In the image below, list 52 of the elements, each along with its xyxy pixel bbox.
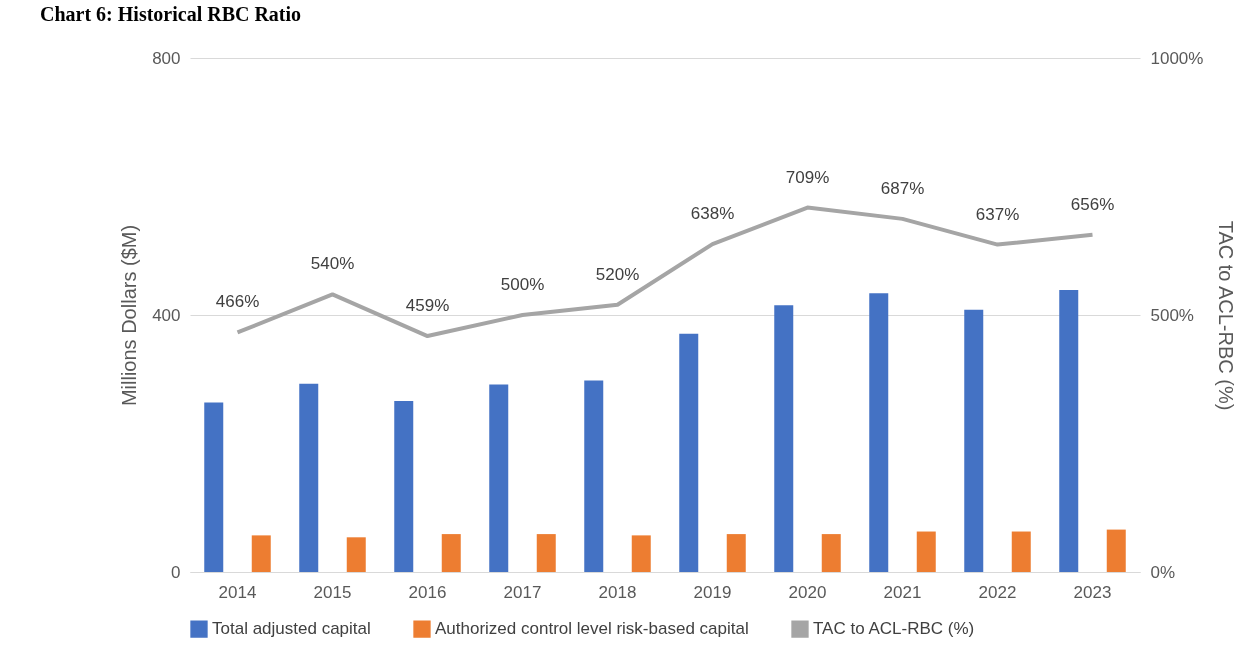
legend-label: Total adjusted capital [212,619,371,639]
bar [916,531,936,572]
x-tick-label: 2018 [598,582,637,602]
data-label: 637% [975,204,1020,224]
x-tick-label: 2016 [408,582,447,602]
bar [774,305,794,572]
data-label: 459% [405,296,450,316]
data-label: 709% [785,167,830,187]
data-label: 500% [500,275,545,294]
bar [1106,529,1126,572]
y2-tick-label: 0% [1150,562,1176,582]
bar [1059,289,1079,572]
y-tick-label: 800 [152,48,181,68]
bar [821,534,841,572]
bar [251,535,271,572]
legend-label: TAC to ACL-RBC (%) [813,619,975,639]
x-tick-label: 2023 [1073,582,1112,602]
bar [726,534,746,572]
data-label: 638% [690,204,735,224]
bar [964,309,984,572]
legend-label: Authorized control level risk-based capital [435,619,749,639]
chart-title: Chart 6: Historical RBC Ratio [40,3,302,25]
y-tick-label: 400 [152,305,181,325]
bar [299,383,319,572]
data-label: 466% [215,292,260,312]
bar [869,293,889,572]
x-tick-label: 2019 [693,582,732,602]
x-tick-label: 2017 [503,582,542,602]
bar [631,535,651,572]
data-label: 687% [880,178,925,198]
x-tick-label: 2015 [313,582,352,602]
bar [679,333,699,572]
bar [584,380,604,572]
y2-axis-title: TAC to ACL-RBC (%) [1215,220,1238,411]
bar [441,534,461,572]
bar [204,402,224,572]
data-label: 520% [595,264,640,284]
bar [394,401,414,572]
bar [1011,531,1031,572]
x-tick-label: 2022 [978,582,1017,602]
x-tick-label: 2020 [788,582,827,602]
data-label: 540% [310,254,355,274]
bar [346,537,366,572]
bar [489,384,509,572]
data-label: 656% [1070,194,1115,214]
y-tick-label: 0 [171,562,181,582]
y2-tick-label: 1000% [1150,48,1204,68]
bar [536,534,556,572]
y-axis-title: Millions Dollars ($M) [118,224,141,407]
x-tick-label: 2021 [883,582,922,602]
y2-tick-label: 500% [1150,305,1194,325]
x-tick-label: 2014 [218,582,257,602]
